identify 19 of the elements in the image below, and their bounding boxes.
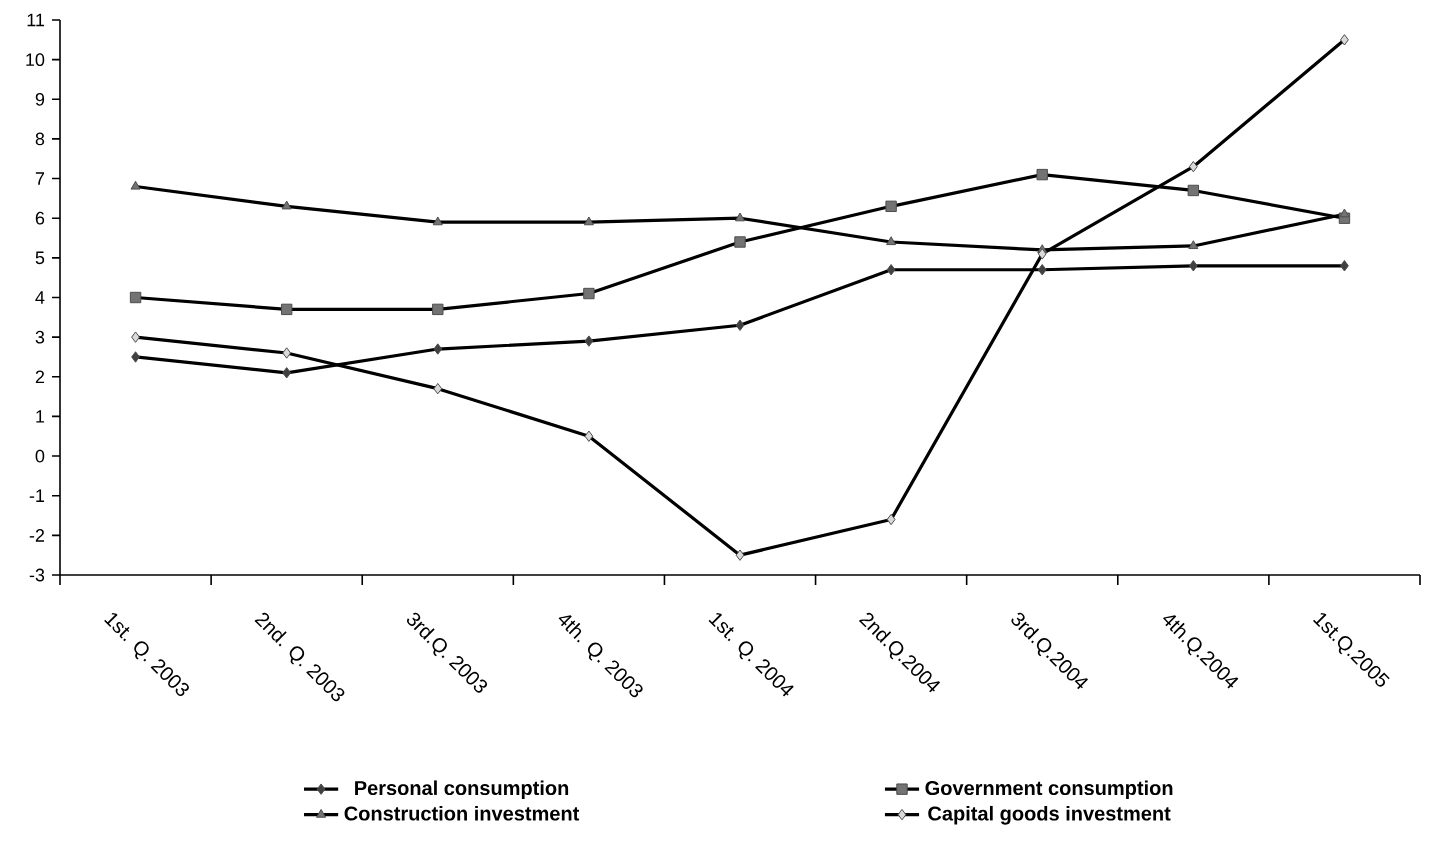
y-tick-label: -3 [29, 568, 45, 582]
y-tick-label: 5 [35, 251, 45, 265]
y-tick-label: 2 [35, 370, 45, 384]
legend-label: Personal consumption [355, 780, 569, 800]
y-tick-label: 11 [27, 13, 45, 27]
y-tick-label: 3 [35, 330, 45, 344]
y-tick-label: 9 [35, 92, 45, 106]
y-tick-label: 10 [26, 53, 45, 67]
y-tick-label: 6 [35, 211, 45, 225]
y-tick-label: 0 [35, 449, 45, 463]
y-tick-label: 1 [36, 410, 45, 423]
legend-label: Government consumption [925, 780, 1173, 800]
y-tick-label: 4 [35, 291, 45, 304]
legend-label: Capital goods investment [928, 805, 1171, 825]
y-tick-label: 8 [35, 132, 45, 146]
legend-label: Construction investment [344, 805, 580, 821]
y-tick-label: 7 [35, 172, 45, 185]
y-tick-label: -1 [29, 489, 45, 502]
y-tick-label: -2 [29, 529, 45, 542]
